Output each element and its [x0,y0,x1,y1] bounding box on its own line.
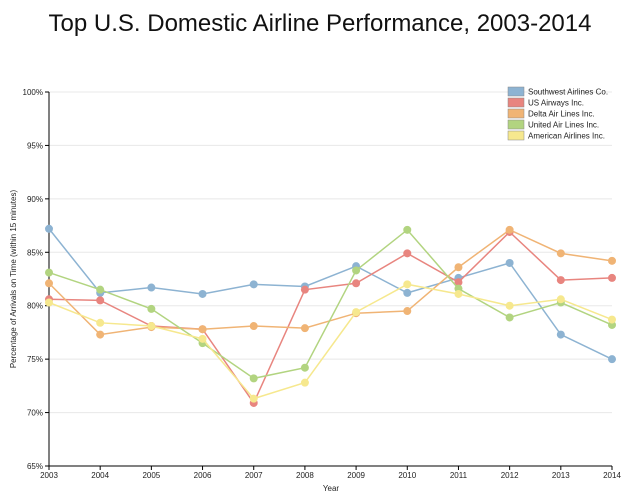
data-point [96,285,105,294]
data-point [454,278,463,287]
series-line [48,228,613,380]
legend-label: American Airlines Inc. [528,132,605,141]
x-tick-label: 2006 [194,471,212,480]
legend-swatch [507,119,525,130]
series-line [48,230,613,405]
x-tick-label: 2005 [142,471,160,480]
data-point [454,289,463,298]
data-point [505,301,514,310]
data-point [249,374,258,383]
series-4 [45,280,616,403]
data-point [403,249,412,258]
data-point [300,285,309,294]
data-point [608,256,616,265]
series-line [48,228,613,360]
data-point [45,224,53,233]
data-point [198,289,207,298]
legend-label: US Airways Inc. [528,99,584,108]
x-axis-label: Year [323,484,340,493]
x-tick-label: 2012 [501,471,519,480]
x-tick-label: 2009 [347,471,365,480]
x-tick-label: 2014 [603,471,621,480]
legend-swatch [507,108,525,119]
data-point [96,296,105,305]
chart-title: Top U.S. Domestic Airline Performance, 2… [48,10,592,37]
series-3 [45,225,616,383]
data-point [300,324,309,333]
x-tick-label: 2008 [296,471,314,480]
data-point [147,322,156,331]
legend-swatch [507,97,525,108]
data-point [608,315,616,324]
data-point [300,378,309,387]
data-point [249,322,258,331]
data-point [454,263,463,272]
data-point [403,288,412,297]
series-line [48,283,613,400]
y-axis-label: Percentage of Arrivals on Time (within 1… [9,190,18,369]
data-point [96,318,105,327]
axes: 65% 70% 75% 80% 85% 90% 95% 100% 2003 2004 2005 200… [23,88,622,480]
data-point [556,295,565,304]
legend-label: Delta Air Lines Inc. [528,110,595,119]
x-tick-label: 2011 [450,471,468,480]
data-point [352,266,361,275]
data-point [403,307,412,316]
legend: Southwest Airlines Co. US Airways Inc. Del… [507,86,608,141]
data-point [505,225,514,234]
data-point [96,330,105,339]
data-point [45,298,53,307]
data-point [505,258,514,267]
data-point [45,279,53,288]
data-point [198,325,207,334]
x-tick-label: 2013 [552,471,570,480]
y-tick-label: 80% [27,302,43,311]
series-2 [45,225,616,339]
data-point [45,268,53,277]
x-tick-label: 2004 [91,471,109,480]
y-tick-label: 65% [27,462,43,471]
data-point [198,334,207,343]
y-tick-label: 75% [27,355,43,364]
data-point [403,280,412,289]
x-tick-label: 2003 [40,471,58,480]
x-tick-label: 2010 [398,471,416,480]
data-point [147,304,156,313]
data-point [147,283,156,292]
series-layer [45,224,616,407]
data-point [403,225,412,234]
data-point [608,355,616,364]
data-point [249,280,258,289]
data-point [352,308,361,317]
data-point [300,363,309,372]
series-0 [45,224,616,364]
legend-label: United Air Lines Inc. [528,121,599,130]
y-tick-label: 70% [27,409,43,418]
y-tick-label: 90% [27,195,43,204]
data-point [556,249,565,258]
data-point [608,273,616,282]
data-point [249,394,258,403]
legend-swatch [507,86,525,97]
legend-label: Southwest Airlines Co. [528,88,608,97]
data-point [556,330,565,339]
data-point [556,276,565,285]
y-tick-label: 100% [23,88,43,97]
y-tick-label: 85% [27,248,43,257]
legend-swatch [507,130,525,141]
data-point [505,313,514,322]
y-tick-label: 95% [27,141,43,150]
x-tick-label: 2007 [245,471,263,480]
data-point [352,279,361,288]
